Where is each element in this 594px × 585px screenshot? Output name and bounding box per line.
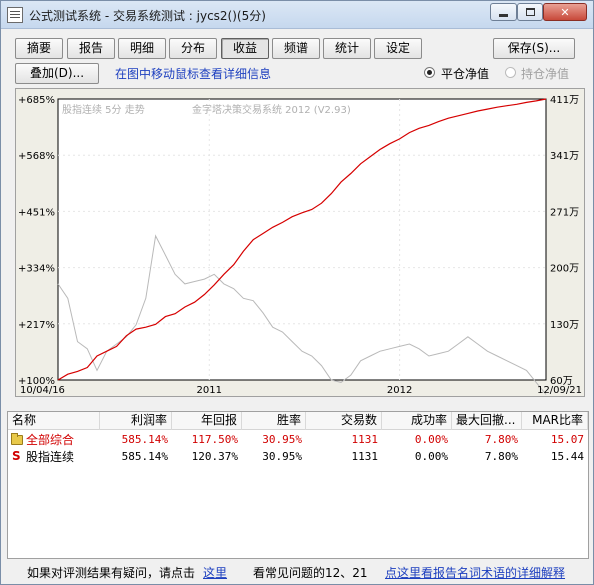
x-tick-label: 10/04/16 bbox=[20, 385, 65, 396]
row-max-drawdown: 7.80% bbox=[484, 450, 518, 463]
price-line bbox=[57, 234, 547, 395]
left-tick-label: +568% bbox=[18, 151, 55, 162]
row-success-rate: 0.00% bbox=[414, 433, 448, 446]
flat-equity-label[interactable]: 平仓净值 bbox=[441, 67, 490, 81]
right-tick-label: 411万 bbox=[550, 95, 579, 106]
minimize-button[interactable] bbox=[490, 3, 517, 21]
plot-area bbox=[57, 98, 547, 381]
row-name: 全部综合 bbox=[26, 433, 75, 447]
equity-line bbox=[57, 98, 547, 381]
tab-report[interactable]: 报告 bbox=[67, 38, 115, 59]
tab-summary[interactable]: 摘要 bbox=[15, 38, 63, 59]
row-name: 股指连续 bbox=[26, 450, 75, 464]
minimize-icon bbox=[499, 13, 508, 17]
row-mar-ratio: 15.07 bbox=[550, 433, 584, 446]
row-profit-rate: 585.14% bbox=[121, 450, 168, 463]
x-tick-label: 12/09/21 bbox=[537, 385, 582, 396]
hold-equity-radio bbox=[505, 67, 516, 78]
overlay-button[interactable]: 叠加(D)... bbox=[15, 63, 99, 84]
col-annual-return[interactable]: 年回报 bbox=[172, 412, 242, 430]
equity-series bbox=[57, 98, 547, 381]
row-win-rate: 30.95% bbox=[262, 450, 302, 463]
left-tick-label: +334% bbox=[18, 264, 55, 275]
col-name[interactable]: 名称 bbox=[8, 412, 100, 430]
overlay-title-left: 股指连续 5分 走势 bbox=[62, 103, 145, 116]
row-profit-rate: 585.14% bbox=[121, 433, 168, 446]
x-tick-label: 2011 bbox=[197, 385, 222, 396]
close-button[interactable]: ✕ bbox=[543, 3, 587, 21]
col-success-rate[interactable]: 成功率 bbox=[382, 412, 452, 430]
s-icon: S bbox=[12, 449, 21, 463]
tab-distribution[interactable]: 分布 bbox=[169, 38, 217, 59]
row-win-rate: 30.95% bbox=[262, 433, 302, 446]
overlay-title-right: 金字塔决策交易系统 2012 (V2.93) bbox=[192, 103, 351, 116]
left-tick-label: +217% bbox=[18, 320, 55, 331]
left-tick-label: +100% bbox=[18, 376, 55, 387]
folder-icon bbox=[11, 433, 23, 445]
row-max-drawdown: 7.80% bbox=[484, 433, 518, 446]
tab-returns[interactable]: 收益 bbox=[221, 38, 269, 59]
col-profit-rate[interactable]: 利润率 bbox=[100, 412, 172, 430]
chart-hint-text: 在图中移动鼠标查看详细信息 bbox=[115, 67, 272, 81]
chart-svg[interactable]: +685% 411万 +568% 341万 +451% 271万 +334% 200万 +217… bbox=[16, 89, 586, 398]
maximize-button[interactable] bbox=[517, 3, 543, 21]
save-button[interactable]: 保存(S)... bbox=[493, 38, 575, 59]
maximize-icon bbox=[525, 8, 535, 16]
tab-settings[interactable]: 设定 bbox=[374, 38, 422, 59]
row-annual-return: 120.37% bbox=[191, 450, 238, 463]
left-tick-label: +451% bbox=[18, 207, 55, 218]
row-mar-ratio: 15.44 bbox=[550, 450, 584, 463]
glossary-link[interactable]: 点这里看报告名词术语的详细解释 bbox=[385, 566, 566, 580]
footer-faq-text: 看常见问题的12、21 bbox=[253, 566, 368, 580]
left-tick-label: +685% bbox=[18, 95, 55, 106]
right-tick-label: 200万 bbox=[550, 264, 579, 275]
col-trades[interactable]: 交易数 bbox=[306, 412, 382, 430]
returns-chart[interactable]: +685% 411万 +568% 341万 +451% 271万 +334% 200万 +217… bbox=[15, 88, 585, 397]
table-row[interactable]: S 股指连续 585.14% 120.37% 30.95% 1131 0.00%… bbox=[8, 449, 588, 466]
right-tick-label: 60万 bbox=[550, 376, 573, 387]
row-annual-return: 117.50% bbox=[191, 433, 238, 446]
here-link[interactable]: 这里 bbox=[203, 566, 228, 580]
chart-ticks: +685% 411万 +568% 341万 +451% 271万 +334% 200万 +217… bbox=[18, 95, 582, 396]
table-header: 名称 利润率 年回报 胜率 交易数 成功率 最大回撤... MAR比率 bbox=[8, 412, 588, 430]
window-title: 公式测试系统 - 交易系统测试 : jycs2()(5分) bbox=[29, 9, 266, 23]
table-row[interactable]: 全部综合 585.14% 117.50% 30.95% 1131 0.00% 7… bbox=[8, 432, 588, 449]
col-max-drawdown[interactable]: 最大回撤... bbox=[452, 412, 522, 430]
title-bar: 公式测试系统 - 交易系统测试 : jycs2()(5分) ✕ bbox=[1, 1, 593, 29]
row-trades: 1131 bbox=[351, 433, 379, 446]
price-series bbox=[57, 234, 547, 395]
tab-spectrum[interactable]: 频谱 bbox=[272, 38, 320, 59]
x-tick-label: 2012 bbox=[387, 385, 412, 396]
chart-grid bbox=[58, 99, 546, 380]
row-success-rate: 0.00% bbox=[414, 450, 448, 463]
flat-equity-radio[interactable] bbox=[424, 67, 435, 78]
right-tick-label: 130万 bbox=[550, 320, 579, 331]
col-mar-ratio[interactable]: MAR比率 bbox=[522, 412, 588, 430]
col-win-rate[interactable]: 胜率 bbox=[242, 412, 306, 430]
close-icon: ✕ bbox=[560, 5, 570, 19]
row-trades: 1131 bbox=[351, 450, 379, 463]
right-tick-label: 341万 bbox=[550, 151, 579, 162]
hold-equity-label: 持仓净值 bbox=[521, 67, 570, 81]
results-table: 名称 利润率 年回报 胜率 交易数 成功率 最大回撤... MAR比率 全部综合… bbox=[7, 411, 589, 559]
right-tick-label: 271万 bbox=[550, 207, 579, 218]
tab-detail[interactable]: 明细 bbox=[118, 38, 166, 59]
app-icon bbox=[7, 7, 23, 23]
tab-statistics[interactable]: 统计 bbox=[323, 38, 371, 59]
footer-question-text: 如果对评测结果有疑问，请点击 bbox=[27, 566, 196, 580]
